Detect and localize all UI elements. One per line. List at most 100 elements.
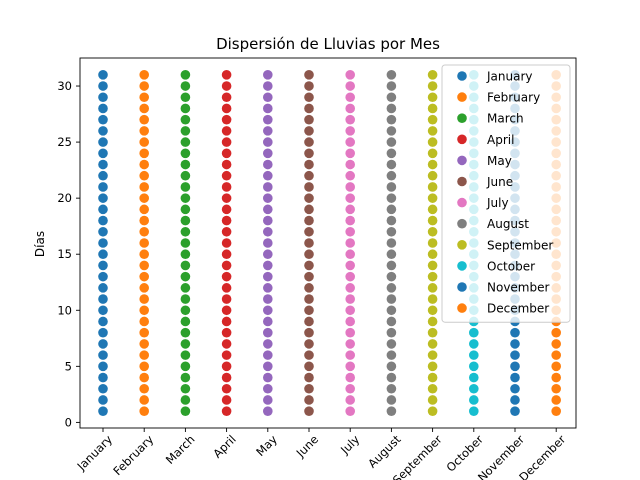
point bbox=[304, 327, 314, 338]
point bbox=[386, 126, 397, 136]
point bbox=[98, 339, 108, 349]
point bbox=[263, 260, 273, 271]
legend-label: August bbox=[487, 217, 529, 231]
point bbox=[221, 350, 232, 360]
legend-label: May bbox=[487, 154, 512, 168]
point bbox=[427, 406, 438, 416]
point bbox=[139, 260, 149, 271]
legend-label: April bbox=[487, 133, 514, 147]
point bbox=[180, 103, 191, 114]
point bbox=[345, 70, 356, 80]
point bbox=[98, 70, 108, 80]
point bbox=[263, 372, 273, 383]
point bbox=[551, 327, 561, 338]
point bbox=[139, 126, 149, 136]
point bbox=[263, 137, 273, 147]
point bbox=[98, 148, 108, 159]
point bbox=[221, 226, 232, 237]
point bbox=[427, 249, 438, 260]
point bbox=[180, 271, 191, 282]
point bbox=[427, 372, 438, 383]
point bbox=[221, 395, 232, 405]
point bbox=[427, 148, 438, 159]
point bbox=[180, 383, 191, 394]
point bbox=[386, 294, 397, 304]
legend-marker bbox=[457, 261, 467, 271]
point bbox=[180, 372, 191, 383]
legend-marker bbox=[457, 113, 467, 123]
point bbox=[98, 294, 108, 304]
point bbox=[221, 81, 232, 91]
point bbox=[469, 395, 479, 405]
point bbox=[386, 361, 397, 372]
point bbox=[386, 81, 397, 91]
point bbox=[98, 103, 108, 114]
point bbox=[304, 226, 314, 237]
point bbox=[386, 316, 397, 327]
y-tick-label: 0 bbox=[65, 415, 72, 429]
point bbox=[345, 204, 356, 215]
point bbox=[304, 383, 314, 394]
point bbox=[345, 137, 356, 147]
legend-marker bbox=[457, 282, 467, 292]
point bbox=[386, 137, 397, 147]
point bbox=[98, 215, 108, 226]
point bbox=[427, 170, 438, 181]
point bbox=[221, 92, 232, 103]
point bbox=[139, 226, 149, 237]
point bbox=[98, 114, 108, 125]
point bbox=[263, 395, 273, 405]
point bbox=[180, 350, 191, 360]
point bbox=[386, 148, 397, 159]
point bbox=[386, 103, 397, 114]
point bbox=[221, 294, 232, 304]
point bbox=[386, 238, 397, 248]
legend-label: June bbox=[486, 175, 513, 189]
point bbox=[386, 249, 397, 260]
point bbox=[98, 204, 108, 215]
point bbox=[345, 327, 356, 338]
point bbox=[386, 70, 397, 80]
point bbox=[98, 126, 108, 136]
point bbox=[180, 283, 191, 293]
point bbox=[139, 70, 149, 80]
point bbox=[386, 305, 397, 316]
point bbox=[221, 339, 232, 349]
y-tick-label: 30 bbox=[57, 79, 72, 93]
point bbox=[345, 350, 356, 360]
legend-label: February bbox=[487, 91, 540, 105]
point bbox=[304, 406, 314, 416]
point bbox=[304, 249, 314, 260]
legend-label: November bbox=[487, 281, 549, 295]
point bbox=[304, 137, 314, 147]
legend-marker bbox=[457, 155, 467, 166]
point bbox=[221, 260, 232, 271]
point bbox=[98, 283, 108, 293]
point bbox=[139, 103, 149, 114]
point bbox=[263, 81, 273, 91]
y-tick-label: 15 bbox=[57, 247, 72, 261]
point bbox=[98, 406, 108, 416]
point bbox=[551, 406, 561, 416]
point bbox=[345, 148, 356, 159]
point bbox=[263, 361, 273, 372]
point bbox=[180, 170, 191, 181]
point bbox=[98, 182, 108, 192]
point bbox=[304, 339, 314, 349]
point bbox=[98, 395, 108, 405]
point bbox=[427, 81, 438, 91]
point bbox=[427, 204, 438, 215]
legend-label: December bbox=[487, 302, 549, 316]
point bbox=[386, 383, 397, 394]
point bbox=[304, 204, 314, 215]
point bbox=[139, 159, 149, 170]
point bbox=[139, 406, 149, 416]
y-tick-label: 20 bbox=[57, 191, 72, 205]
point bbox=[263, 114, 273, 125]
point bbox=[386, 182, 397, 192]
point bbox=[263, 204, 273, 215]
point bbox=[345, 182, 356, 192]
point bbox=[139, 383, 149, 394]
point bbox=[221, 159, 232, 170]
scatter-points bbox=[98, 70, 561, 416]
